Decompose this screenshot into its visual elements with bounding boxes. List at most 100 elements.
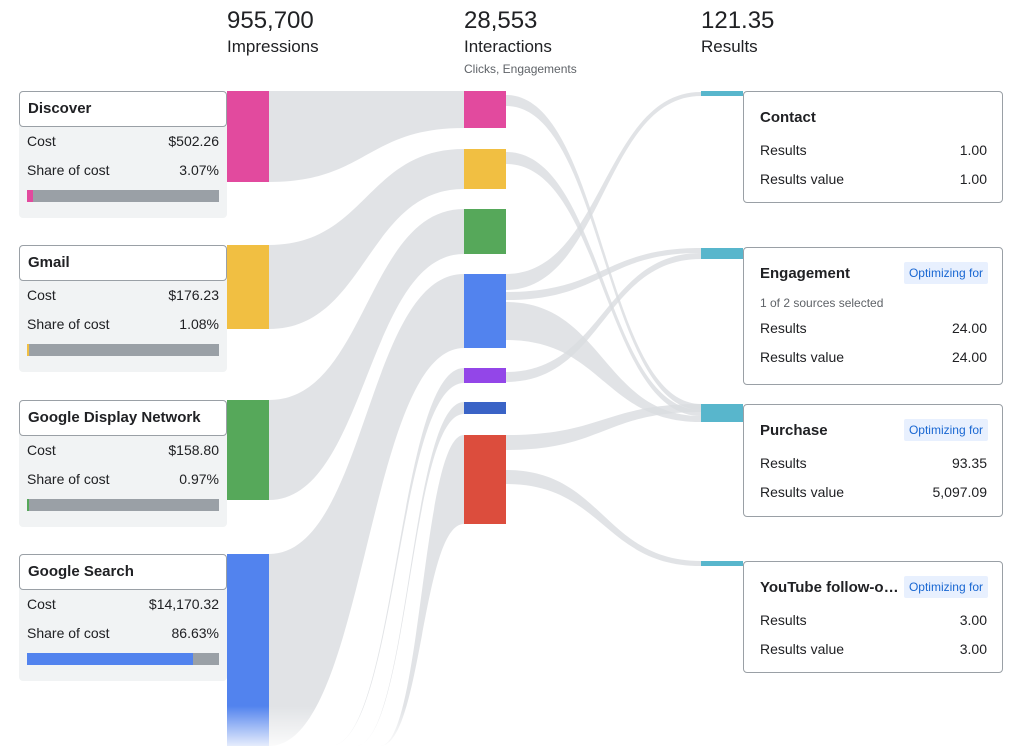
impression-node-3	[227, 554, 269, 746]
source-card-google-search[interactable]: Google Search Cost $14,170.32 Share of co…	[19, 554, 227, 681]
cost-label: Cost	[27, 442, 56, 458]
share-row: Share of cost 86.63%	[19, 619, 227, 648]
cost-label: Cost	[27, 287, 56, 303]
row-value: 5,097.09	[932, 484, 988, 500]
impression-node-2	[227, 400, 269, 500]
flow-band-discover	[269, 91, 464, 182]
result-title: Contact	[760, 108, 816, 126]
flow-band-to-purchase-1	[506, 95, 701, 410]
cost-value: $502.26	[168, 133, 219, 149]
interactions-label: Interactions	[464, 37, 552, 56]
impressions-label: Impressions	[227, 37, 319, 56]
share-bar	[27, 190, 219, 202]
optimizing-badge: Optimizing for	[903, 419, 988, 441]
share-bar	[27, 653, 219, 665]
flow-band-to-purchase-4	[506, 404, 701, 450]
row-label: Results value	[760, 349, 845, 365]
share-label: Share of cost	[27, 471, 110, 487]
interaction-node-5	[464, 402, 506, 414]
row-label: Results value	[760, 171, 845, 187]
results-row: Results 93.35	[744, 449, 1002, 478]
result-node-0	[701, 91, 743, 96]
results-row: Results 1.00	[744, 136, 1002, 165]
share-bar	[27, 499, 219, 511]
result-node-2	[701, 404, 743, 422]
results-value-row: Results value 24.00	[744, 343, 1002, 372]
row-label: Results	[760, 455, 807, 471]
flow-band-to-engagement-1	[506, 248, 701, 300]
cost-value: $158.80	[168, 442, 219, 458]
share-bar-fill	[27, 653, 194, 665]
cost-value: $176.23	[168, 287, 219, 303]
optimizing-badge: Optimizing for	[903, 262, 988, 284]
impression-node-0	[227, 91, 269, 182]
results-value-row: Results value 1.00	[744, 165, 1002, 194]
flow-band-to-purchase-3	[506, 302, 701, 422]
flow-band-to-contact	[506, 92, 701, 290]
flow-band-display	[269, 209, 464, 500]
share-value: 86.63%	[171, 625, 219, 641]
result-title: Engagement	[760, 264, 851, 282]
source-card-gmail[interactable]: Gmail Cost $176.23 Share of cost 1.08%	[19, 245, 227, 372]
share-row: Share of cost 0.97%	[19, 465, 227, 494]
share-label: Share of cost	[27, 162, 110, 178]
source-card-discover[interactable]: Discover Cost $502.26 Share of cost 3.07%	[19, 91, 227, 218]
result-card-contact[interactable]: Contact Results 1.00 Results value 1.00	[743, 91, 1003, 203]
share-row: Share of cost 1.08%	[19, 310, 227, 339]
cost-row: Cost $176.23	[19, 281, 227, 310]
result-card-engagement[interactable]: Engagement Optimizing for 1 of 2 sources…	[743, 247, 1003, 385]
results-row: Results 24.00	[744, 314, 1002, 343]
flow-band-gmail	[269, 149, 464, 329]
cost-row: Cost $158.80	[19, 436, 227, 465]
interactions-sublabel: Clicks, Engagements	[464, 62, 577, 76]
share-bar-fill	[27, 190, 33, 202]
row-value: 24.00	[951, 320, 987, 336]
impressions-value: 955,700	[227, 7, 314, 34]
row-value: 93.35	[951, 455, 987, 471]
interaction-node-3	[464, 274, 506, 348]
interactions-header: 28,553 Interactions Clicks, Engagements	[464, 6, 577, 78]
optimizing-badge: Optimizing for	[903, 576, 988, 598]
share-bar	[27, 344, 219, 356]
cost-row: Cost $502.26	[19, 127, 227, 156]
interaction-node-1	[464, 149, 506, 189]
results-row: Results 3.00	[744, 606, 1002, 635]
flow-band-search-a	[269, 274, 464, 746]
cost-label: Cost	[27, 133, 56, 149]
interactions-value: 28,553	[464, 7, 538, 34]
row-label: Results	[760, 320, 807, 336]
share-label: Share of cost	[27, 316, 110, 332]
result-header: Engagement Optimizing for	[744, 248, 1002, 288]
cost-row: Cost $14,170.32	[19, 590, 227, 619]
impressions-header: 955,700 Impressions	[227, 6, 319, 58]
interaction-node-4	[464, 368, 506, 383]
source-name: Gmail	[19, 245, 227, 281]
row-label: Results value	[760, 641, 845, 657]
results-value-row: Results value 5,097.09	[744, 478, 1002, 507]
cost-label: Cost	[27, 596, 56, 612]
source-name: Discover	[19, 91, 227, 127]
impression-node-1	[227, 245, 269, 329]
cost-value: $14,170.32	[148, 596, 219, 612]
share-bar-fill	[27, 344, 30, 356]
result-card-youtube-follow-on[interactable]: YouTube follow-on... Optimizing for Resu…	[743, 561, 1003, 673]
sources-selected-text: 1 of 2 sources selected	[760, 296, 884, 310]
source-card-google-display-network[interactable]: Google Display Network Cost $158.80 Share…	[19, 400, 227, 527]
flow-band-to-youtube	[506, 470, 701, 566]
share-value: 3.07%	[179, 162, 219, 178]
result-node-1	[701, 248, 743, 259]
flow-band-search-b	[330, 368, 464, 746]
flow-band-to-engagement-2	[506, 253, 701, 382]
flow-band-to-purchase-2	[506, 152, 701, 416]
share-row: Share of cost 3.07%	[19, 156, 227, 185]
share-label: Share of cost	[27, 625, 110, 641]
row-label: Results	[760, 612, 807, 628]
row-value: 3.00	[959, 612, 987, 628]
results-label: Results	[701, 37, 758, 56]
row-value: 1.00	[959, 142, 987, 158]
interaction-node-0	[464, 91, 506, 128]
result-card-purchase[interactable]: Purchase Optimizing for Results 93.35 Res…	[743, 404, 1003, 517]
row-label: Results value	[760, 484, 845, 500]
result-node-3	[701, 561, 743, 566]
results-value: 121.35	[701, 7, 775, 34]
